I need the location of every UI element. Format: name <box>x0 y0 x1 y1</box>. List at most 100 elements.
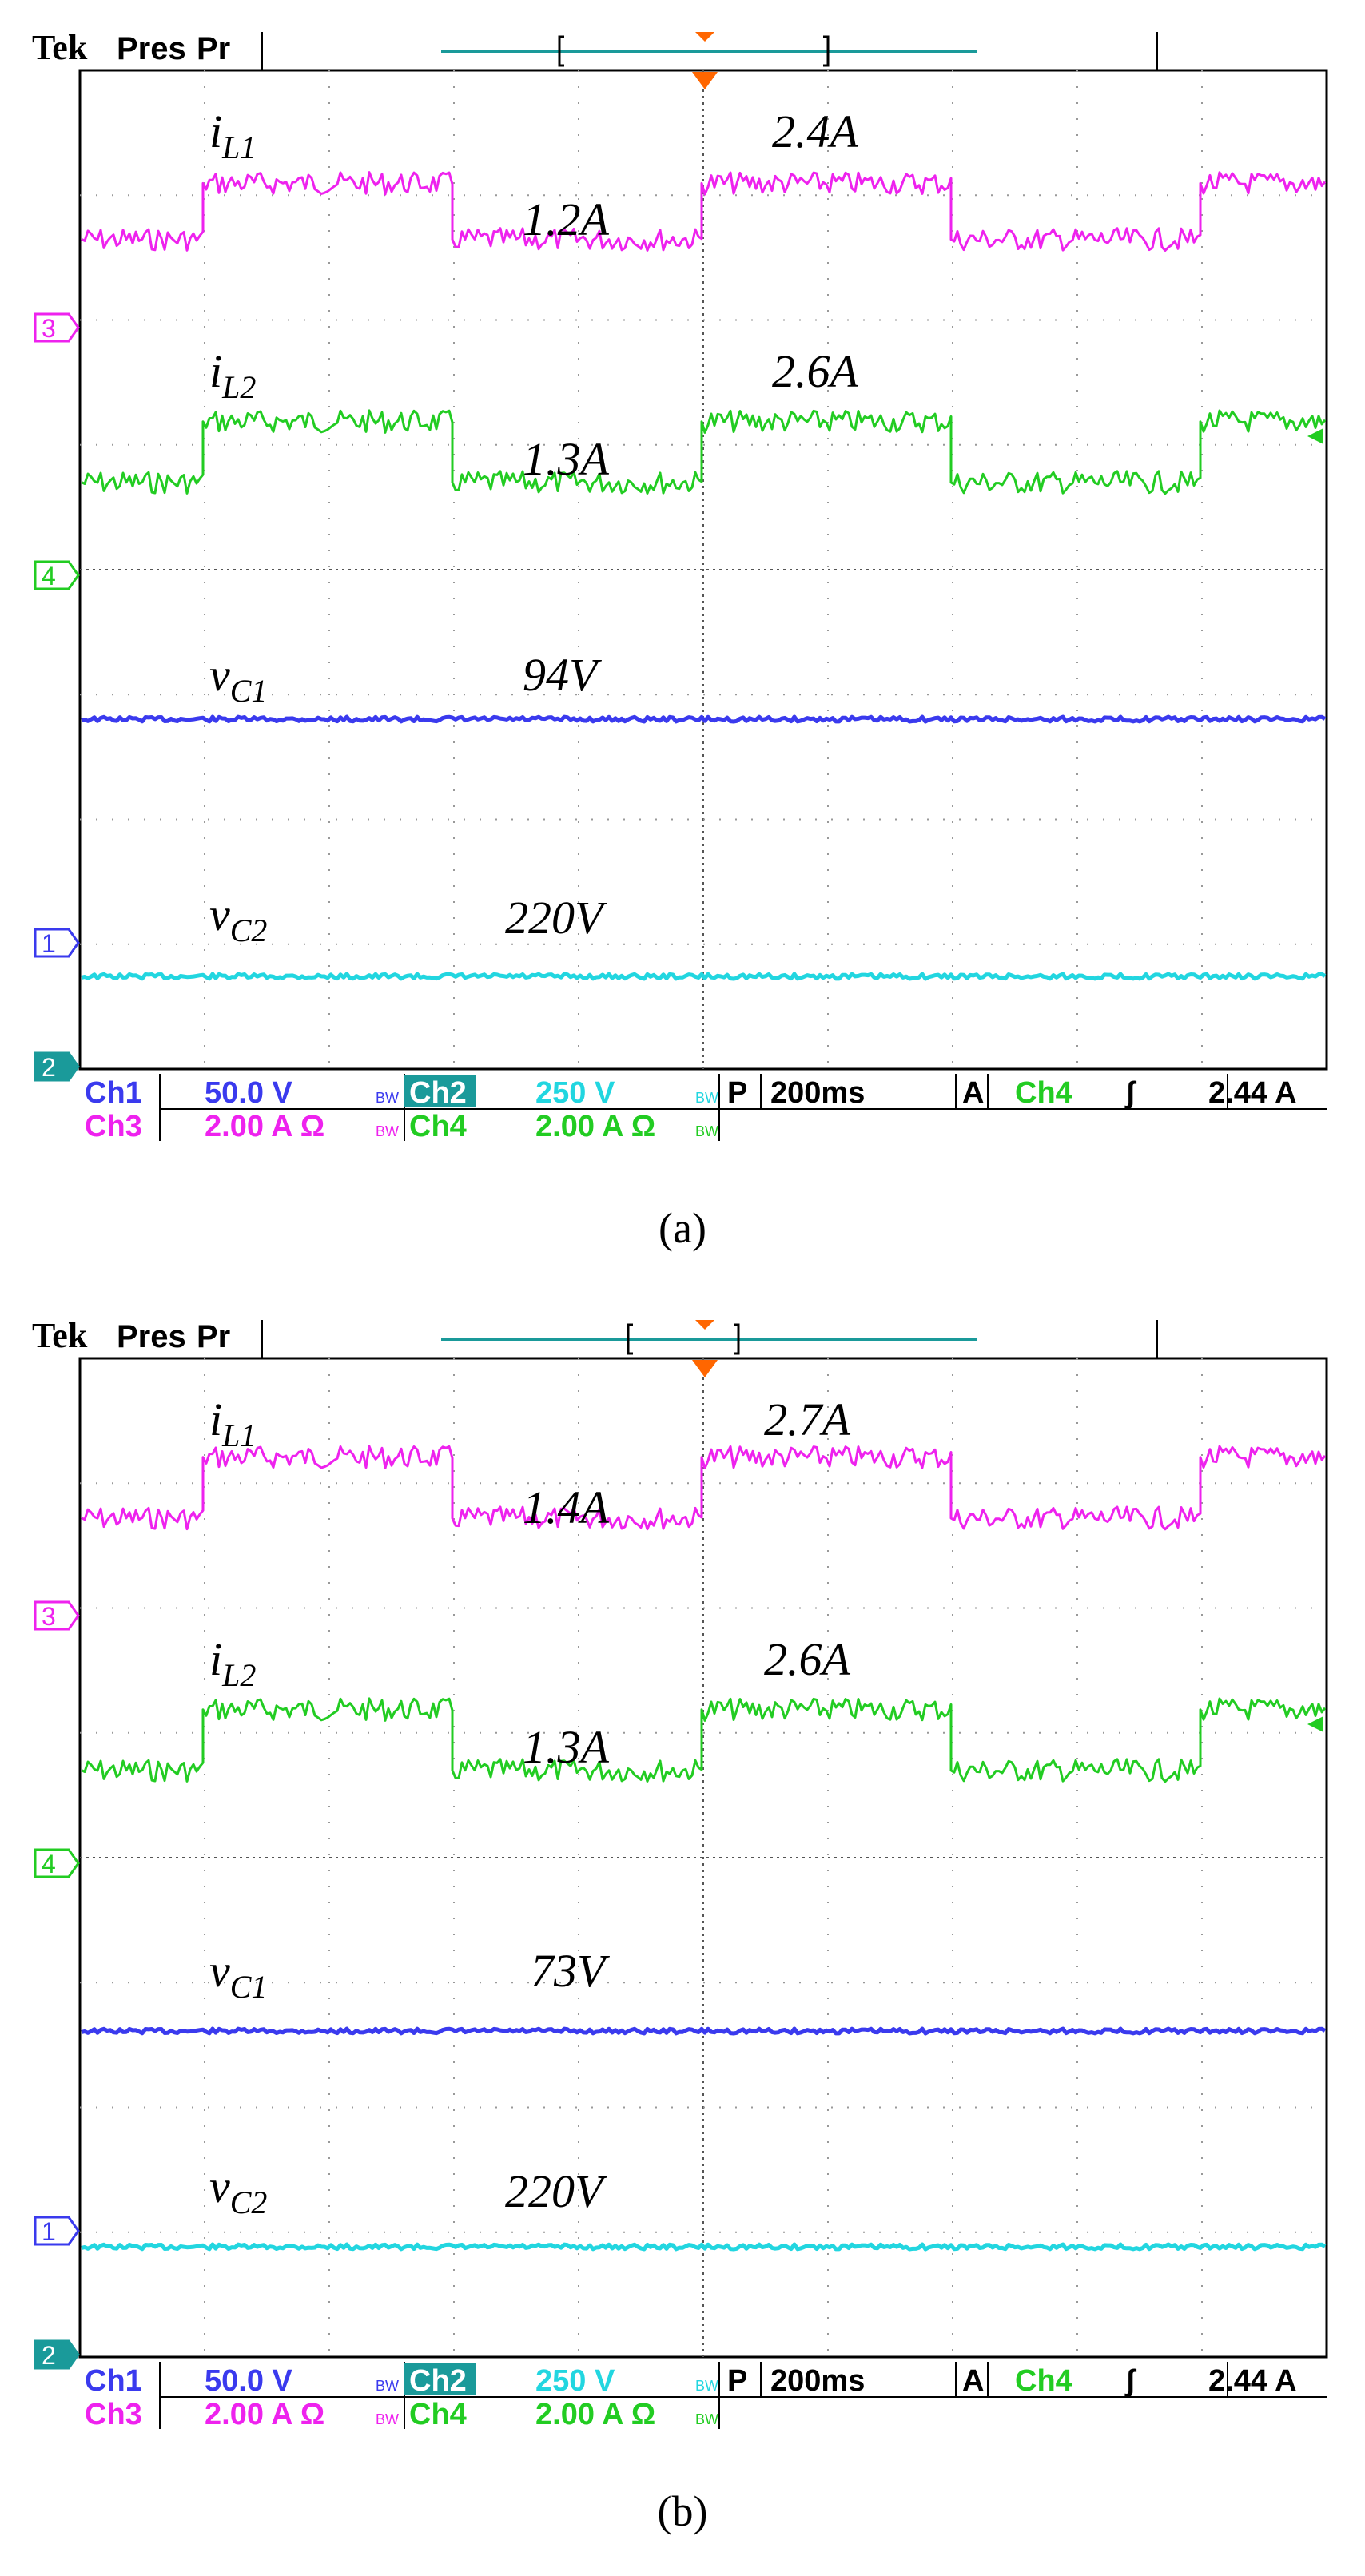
svg-text:2: 2 <box>42 1053 56 1082</box>
svg-text:3: 3 <box>42 314 56 343</box>
waveform-vC2 <box>81 2242 1327 2252</box>
trigger-marker-top <box>692 72 718 89</box>
waveform-iL1 <box>81 171 1327 252</box>
ch2-bw: BW <box>695 2378 718 2394</box>
acq-mode: Pr <box>197 1319 230 1354</box>
ch1-scale: 50.0 V <box>205 2364 293 2398</box>
trigger-level-marker <box>1307 1716 1323 1732</box>
waveform-iL2 <box>81 409 1327 495</box>
ch2-label: Ch2 <box>409 1076 467 1110</box>
trigger-position-marker <box>695 32 714 42</box>
trigger-source: Ch4 <box>1015 2364 1072 2398</box>
label-iL2-low: 1.3A <box>523 433 610 485</box>
ch3-bw: BW <box>376 2411 399 2427</box>
ch3-label: Ch3 <box>85 2398 142 2431</box>
ch3-scale: 2.00 A Ω <box>205 1110 324 1143</box>
record-bracket-left <box>558 35 564 67</box>
channel-marker-4: 4 <box>34 1848 80 1878</box>
label-vC1: vC1 <box>209 649 267 709</box>
caption-b: (b) <box>657 2487 708 2535</box>
label-vC2: vC2 <box>209 2161 267 2220</box>
ch2-bw: BW <box>695 1090 718 1106</box>
ch4-scale: 2.00 A Ω <box>535 1110 655 1143</box>
timebase-value: 200ms <box>770 2364 865 2398</box>
svg-text:1: 1 <box>42 2217 56 2246</box>
channel-marker-1: 1 <box>34 928 80 958</box>
acq-mode: Pr <box>197 31 230 66</box>
waveform-iL1 <box>81 1445 1327 1531</box>
trigger-marker-top <box>692 1360 718 1377</box>
settings-bar: Ch1 50.0 V BW Ch2 250 V BW P 200ms A Ch4… <box>85 2362 1327 2431</box>
ch1-scale: 50.0 V <box>205 1076 293 1110</box>
label-iL2-low: 1.3A <box>523 1721 610 1773</box>
acq-status: Pres <box>117 1319 186 1354</box>
graticule <box>80 1358 1327 2357</box>
channel-marker-4: 4 <box>34 560 80 590</box>
svg-text:2: 2 <box>42 2341 56 2370</box>
ch1-bw: BW <box>376 2378 399 2394</box>
label-vC1: vC1 <box>209 1945 267 2005</box>
label-vC2-value: 220V <box>505 892 608 944</box>
trigger-prefix: A <box>962 2364 984 2398</box>
record-bracket-left <box>627 1323 633 1355</box>
settings-bar: Ch1 50.0 V BW Ch2 250 V BW P 200ms A Ch4… <box>85 1074 1327 1143</box>
scope-panel-a: Tek Pres Pr 3 4 1 <box>0 0 1365 1278</box>
channel-marker-2: 2 <box>34 2339 80 2370</box>
ch1-label: Ch1 <box>85 1076 142 1110</box>
label-iL1-high: 2.4A <box>772 105 859 157</box>
ch3-bw: BW <box>376 1123 399 1139</box>
trigger-position-marker <box>695 1320 714 1330</box>
acq-status: Pres <box>117 31 186 66</box>
ch4-scale: 2.00 A Ω <box>535 2398 655 2431</box>
label-iL2-high: 2.6A <box>764 1633 851 1685</box>
trigger-source: Ch4 <box>1015 1076 1072 1110</box>
channel-marker-1: 1 <box>34 2216 80 2246</box>
trigger-level-marker <box>1307 428 1323 444</box>
label-iL1-high: 2.7A <box>764 1393 851 1445</box>
record-bracket-right <box>823 35 830 67</box>
ch1-label: Ch1 <box>85 2364 142 2398</box>
label-iL1-low: 1.4A <box>523 1481 610 1533</box>
ch4-label: Ch4 <box>409 2398 467 2431</box>
label-iL2: iL2 <box>209 345 256 405</box>
channel-marker-2: 2 <box>34 1051 80 1082</box>
label-vC1-value: 94V <box>523 649 603 701</box>
label-iL2-high: 2.6A <box>772 345 859 397</box>
graticule <box>80 70 1327 1069</box>
tek-logo: Tek <box>32 1316 88 1355</box>
waveform-vC1 <box>81 2026 1327 2036</box>
svg-text:4: 4 <box>42 562 56 590</box>
ch2-scale: 250 V <box>535 1076 615 1110</box>
ch3-scale: 2.00 A Ω <box>205 2398 324 2431</box>
tek-logo: Tek <box>32 28 88 67</box>
trigger-slope: ʃ <box>1124 2364 1137 2398</box>
trigger-level: 2.44 A <box>1208 1076 1297 1110</box>
label-iL2: iL2 <box>209 1633 256 1693</box>
scope-screen-a: Tek Pres Pr 3 4 1 <box>32 28 1328 1143</box>
timebase-prefix: P <box>727 1076 747 1110</box>
svg-text:1: 1 <box>42 929 56 958</box>
ch2-label: Ch2 <box>409 2364 467 2398</box>
channel-marker-3: 3 <box>34 312 80 343</box>
trigger-level: 2.44 A <box>1208 2364 1297 2398</box>
label-iL1-low: 1.2A <box>523 193 610 245</box>
label-iL1: iL1 <box>209 105 256 165</box>
trigger-slope: ʃ <box>1124 1076 1137 1110</box>
ch2-scale: 250 V <box>535 2364 615 2398</box>
timebase-value: 200ms <box>770 1076 865 1110</box>
waveform-vC1 <box>81 714 1327 724</box>
ch1-bw: BW <box>376 1090 399 1106</box>
timebase-prefix: P <box>727 2364 747 2398</box>
label-vC2-value: 220V <box>505 2165 608 2217</box>
waveform-vC2 <box>81 972 1327 981</box>
label-iL1: iL1 <box>209 1393 256 1453</box>
ch3-label: Ch3 <box>85 1110 142 1143</box>
record-bracket-right <box>734 1323 740 1355</box>
ch4-bw: BW <box>695 2411 718 2427</box>
scope-panel-b: Tek Pres Pr 3 4 1 <box>0 1288 1365 2566</box>
ch4-bw: BW <box>695 1123 718 1139</box>
channel-marker-3: 3 <box>34 1600 80 1631</box>
trigger-prefix: A <box>962 1076 984 1110</box>
svg-text:3: 3 <box>42 1602 56 1631</box>
caption-a: (a) <box>659 1204 706 1252</box>
